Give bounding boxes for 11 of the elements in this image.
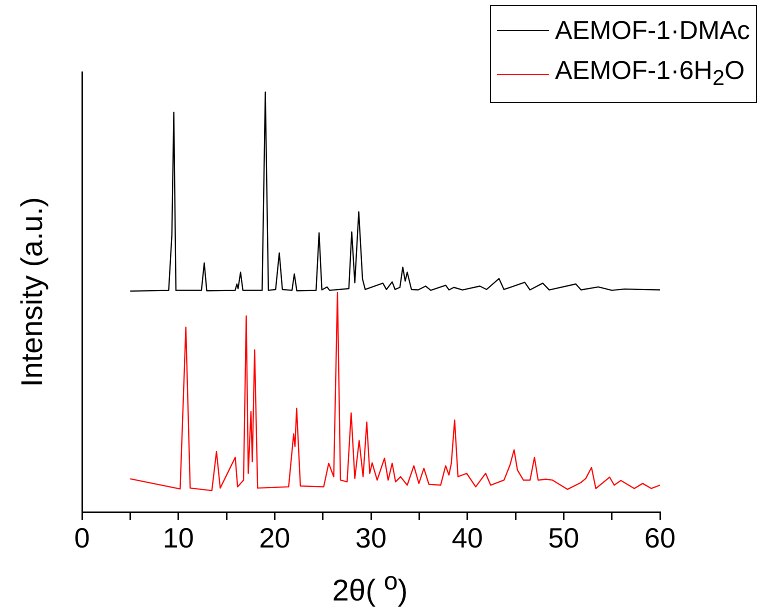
legend-label: AEMOF-1·6H$_{2}$O <box>555 54 745 92</box>
x-tick-label: 40 <box>452 522 483 554</box>
y-axis-title: Intensity (a.u.) <box>16 196 50 388</box>
legend-label: AEMOF-1·DMAc <box>555 14 750 47</box>
x-axis-title: 2θ( $^{o}$) <box>332 568 408 608</box>
x-tick-label: 20 <box>259 522 290 554</box>
x-tick-label: 0 <box>74 522 90 554</box>
x-tick-label: 30 <box>355 522 387 554</box>
x-tick-label: 50 <box>548 522 580 554</box>
x-tick-label: 60 <box>644 522 676 554</box>
x-tick-label: 10 <box>162 522 194 554</box>
